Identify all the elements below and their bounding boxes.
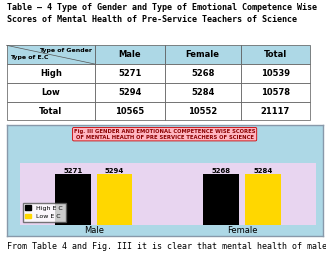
Bar (97, 174, 132, 225)
Text: 10539: 10539 (261, 69, 290, 78)
Bar (241, 64, 310, 83)
Bar (245, 174, 281, 225)
Text: High: High (40, 69, 62, 78)
Text: Type of Gender: Type of Gender (39, 47, 92, 53)
Bar (95, 64, 165, 83)
Bar (95, 83, 165, 102)
Bar (55, 174, 91, 225)
Bar (241, 102, 310, 121)
Text: From Table 4 and Fig. III it is clear that mental health of male: From Table 4 and Fig. III it is clear th… (7, 242, 326, 251)
Text: 5268: 5268 (191, 69, 214, 78)
Bar (7, 64, 95, 83)
Text: Table – 4 Type of Gender and Type of Emotional Competence Wise
Scores of Mental : Table – 4 Type of Gender and Type of Emo… (7, 3, 317, 24)
Text: 10552: 10552 (188, 107, 217, 115)
Bar (165, 83, 241, 102)
Text: Total: Total (264, 50, 287, 59)
Bar (241, 45, 310, 64)
Text: 5284: 5284 (191, 88, 214, 97)
Text: 10578: 10578 (261, 88, 290, 97)
Bar (241, 83, 310, 102)
Text: Female: Female (185, 50, 220, 59)
Bar (95, 102, 165, 121)
Bar (165, 45, 241, 64)
Legend: High E C, Low E C: High E C, Low E C (23, 202, 66, 222)
Bar (7, 102, 95, 121)
Text: Low: Low (41, 88, 60, 97)
Text: 5271: 5271 (118, 69, 141, 78)
Text: 5271: 5271 (63, 168, 82, 174)
Text: 10565: 10565 (115, 107, 144, 115)
Text: Total: Total (39, 107, 62, 115)
Text: Fig. III GENDER AND EMOTIONAL COMPETENCE WISE SCORES
OF MENTAL HEALTH OF PRE SER: Fig. III GENDER AND EMOTIONAL COMPETENCE… (74, 129, 255, 140)
Text: Type of E.C: Type of E.C (10, 55, 48, 60)
Text: 5294: 5294 (105, 168, 124, 174)
Bar (203, 174, 239, 225)
Bar (95, 45, 165, 64)
Text: 21117: 21117 (261, 107, 290, 115)
Text: 5268: 5268 (212, 168, 231, 174)
Bar (7, 83, 95, 102)
Bar (165, 102, 241, 121)
Bar (7, 45, 95, 64)
Bar (165, 64, 241, 83)
Text: 5294: 5294 (118, 88, 141, 97)
Text: Male: Male (119, 50, 141, 59)
Text: 5284: 5284 (253, 168, 273, 174)
